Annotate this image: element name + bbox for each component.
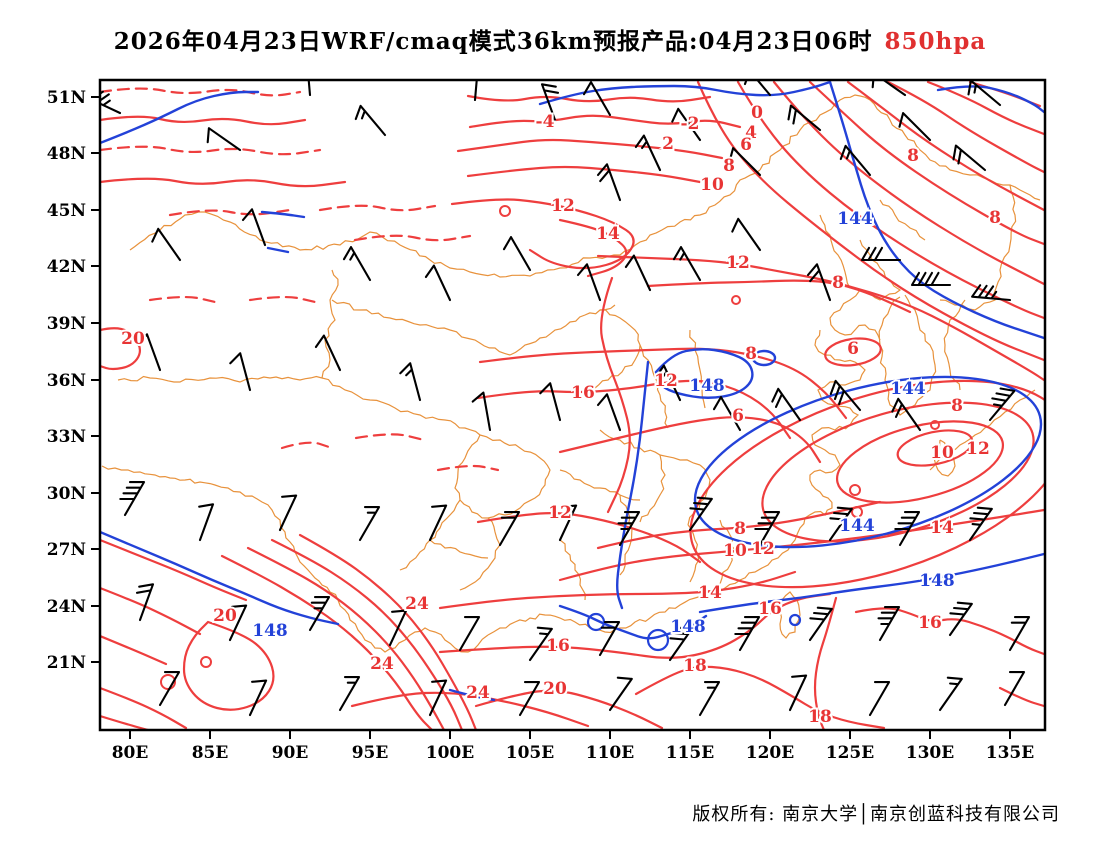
svg-text:24: 24	[370, 654, 394, 674]
map-frame-axes: 80E 85E 90E 95E 100E 105E 110E 115E 120E 125E 130E…	[47, 78, 1047, 763]
svg-text:16: 16	[546, 636, 570, 656]
svg-text:24: 24	[466, 683, 490, 703]
svg-text:20: 20	[543, 679, 567, 699]
svg-text:12: 12	[751, 539, 775, 559]
svg-text:95E: 95E	[352, 743, 389, 763]
svg-text:135E: 135E	[986, 743, 1034, 763]
svg-text:144: 144	[839, 516, 875, 536]
title-text: 2026年04月23日WRF/cmaq模式36km预报产品:04月23日06时	[113, 28, 873, 55]
svg-text:12: 12	[726, 253, 750, 273]
svg-text:12: 12	[548, 503, 572, 523]
svg-text:12: 12	[654, 371, 678, 391]
svg-text:8: 8	[989, 208, 1001, 228]
svg-text:14: 14	[698, 583, 722, 603]
temperature-contours	[100, 80, 1045, 730]
pressure-level-label: 850hpa	[884, 28, 987, 55]
svg-text:110E: 110E	[586, 743, 634, 763]
svg-text:10: 10	[723, 541, 747, 561]
svg-text:6: 6	[732, 406, 744, 426]
svg-text:16: 16	[758, 599, 782, 619]
svg-text:85E: 85E	[192, 743, 229, 763]
svg-text:10: 10	[930, 443, 954, 463]
svg-text:10: 10	[700, 175, 724, 195]
svg-text:125E: 125E	[826, 743, 874, 763]
svg-text:14: 14	[930, 518, 954, 538]
svg-text:120E: 120E	[746, 743, 794, 763]
svg-text:12: 12	[551, 196, 575, 216]
svg-text:115E: 115E	[666, 743, 714, 763]
svg-text:16: 16	[918, 613, 942, 633]
svg-text:16: 16	[571, 383, 595, 403]
svg-text:24N: 24N	[47, 597, 86, 617]
copyright-footer: 版权所有: 南京大学│南京创蓝科技有限公司	[692, 804, 1060, 825]
svg-text:8: 8	[723, 156, 735, 176]
svg-text:8: 8	[907, 146, 919, 166]
svg-text:148: 148	[670, 617, 706, 637]
svg-text:42N: 42N	[47, 257, 86, 277]
svg-text:48N: 48N	[47, 144, 86, 164]
svg-text:90E: 90E	[272, 743, 309, 763]
svg-text:0: 0	[751, 103, 763, 123]
svg-text:144: 144	[890, 379, 926, 399]
svg-text:6: 6	[740, 135, 752, 155]
svg-text:20: 20	[121, 329, 145, 349]
svg-text:148: 148	[689, 376, 725, 396]
svg-text:148: 148	[252, 621, 288, 641]
svg-text:105E: 105E	[506, 743, 554, 763]
svg-text:45N: 45N	[47, 201, 86, 221]
svg-text:4: 4	[745, 123, 757, 143]
svg-text:51N: 51N	[47, 88, 86, 108]
svg-text:148: 148	[919, 571, 955, 591]
page-title: 2026年04月23日WRF/cmaq模式36km预报产品:04月23日06时 8…	[0, 22, 1100, 56]
svg-text:21N: 21N	[47, 653, 86, 673]
svg-text:8: 8	[734, 519, 746, 539]
svg-text:6: 6	[847, 339, 859, 359]
svg-text:20: 20	[213, 606, 237, 626]
svg-text:33N: 33N	[47, 427, 86, 447]
svg-text:24: 24	[405, 594, 429, 614]
svg-text:36N: 36N	[47, 371, 86, 391]
svg-text:144: 144	[837, 209, 873, 229]
svg-text:80E: 80E	[112, 743, 149, 763]
svg-text:18: 18	[808, 707, 832, 727]
svg-text:30N: 30N	[47, 484, 86, 504]
svg-text:8: 8	[832, 273, 844, 293]
svg-text:130E: 130E	[906, 743, 954, 763]
svg-text:-2: -2	[681, 114, 700, 134]
svg-text:8: 8	[951, 396, 963, 416]
svg-text:-4: -4	[536, 112, 555, 132]
svg-text:27N: 27N	[47, 540, 86, 560]
svg-text:8: 8	[745, 344, 757, 364]
svg-text:18: 18	[683, 656, 707, 676]
svg-text:2: 2	[662, 134, 674, 154]
svg-text:14: 14	[596, 224, 620, 244]
svg-text:100E: 100E	[426, 743, 474, 763]
svg-text:39N: 39N	[47, 314, 86, 334]
svg-text:12: 12	[966, 439, 990, 459]
